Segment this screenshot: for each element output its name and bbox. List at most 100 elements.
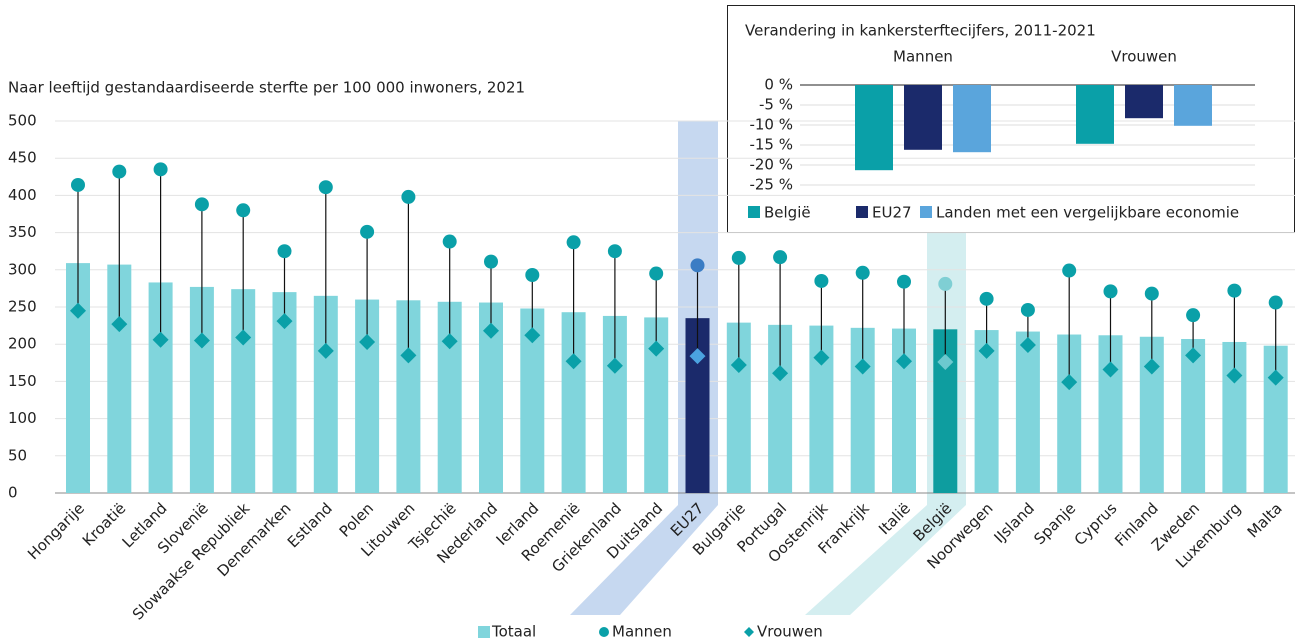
vrouwen-diamond xyxy=(317,342,334,359)
vrouwen-diamond xyxy=(854,358,871,375)
y-tick-label: 0 xyxy=(8,484,18,502)
legend-label: Totaal xyxy=(491,623,536,641)
mannen-dot xyxy=(318,180,333,195)
vrouwen-diamond xyxy=(441,333,458,350)
legend-swatch xyxy=(599,627,609,637)
vrouwen-diamond xyxy=(193,332,210,349)
mannen-dot xyxy=(855,265,870,280)
vrouwen-diamond xyxy=(524,327,541,344)
legend-swatch xyxy=(748,206,760,218)
y-tick-label: 400 xyxy=(8,186,37,204)
vrouwen-diamond xyxy=(648,340,665,357)
mannen-dot xyxy=(236,203,251,218)
bar xyxy=(1015,331,1040,493)
mannen-dot xyxy=(773,250,788,265)
vrouwen-diamond xyxy=(1061,374,1078,391)
legend-swatch xyxy=(856,206,868,218)
vrouwen-diamond xyxy=(1185,347,1202,364)
mannen-dot xyxy=(814,273,829,288)
vrouwen-diamond xyxy=(359,333,376,350)
bar xyxy=(1181,338,1206,493)
y-tick-label: 100 xyxy=(8,409,37,427)
mannen-dot xyxy=(649,266,664,281)
vrouwen-diamond xyxy=(400,347,417,364)
legend-label: EU27 xyxy=(872,204,912,222)
y-tick-label: 450 xyxy=(8,149,37,167)
legend-swatch xyxy=(478,626,490,638)
mannen-dot xyxy=(979,291,994,306)
vrouwen-diamond xyxy=(565,353,582,370)
vrouwen-diamond xyxy=(689,348,706,365)
mannen-dot xyxy=(690,258,705,273)
mannen-dot xyxy=(1227,283,1242,298)
y-axis-label: Naar leeftijd gestandaardiseerde sterfte… xyxy=(8,79,525,97)
x-tick-label: Cyprus xyxy=(1071,499,1121,549)
mannen-dot xyxy=(71,177,85,192)
mannen-dot xyxy=(194,197,209,212)
mannen-dot xyxy=(1062,263,1077,278)
mannen-dot xyxy=(484,254,498,269)
bar xyxy=(1174,85,1212,126)
mannen-dot xyxy=(897,274,911,289)
mannen-dot xyxy=(731,250,746,265)
legend-swatch xyxy=(920,206,932,218)
mannen-dot xyxy=(1268,295,1283,310)
y-tick-label: 350 xyxy=(8,223,37,241)
vrouwen-diamond xyxy=(152,331,169,348)
mannen-dot xyxy=(442,234,457,249)
y-tick-label: 500 xyxy=(8,112,37,130)
mannen-dot xyxy=(938,276,953,291)
vrouwen-diamond xyxy=(235,329,252,346)
vrouwen-diamond xyxy=(813,349,830,366)
vrouwen-diamond xyxy=(730,357,747,374)
x-tick-label: Malta xyxy=(1244,499,1286,541)
vrouwen-diamond xyxy=(937,354,954,371)
bar xyxy=(1076,85,1114,144)
vrouwen-diamond xyxy=(1226,367,1243,384)
bar xyxy=(1125,85,1163,119)
bar xyxy=(855,85,893,171)
x-tick-label: Denemarken xyxy=(214,499,295,580)
x-tick-label: Spanje xyxy=(1030,499,1079,548)
mannen-dot xyxy=(360,224,375,239)
vrouwen-diamond xyxy=(978,342,995,359)
mannen-dot xyxy=(1103,284,1118,299)
mannen-dot xyxy=(112,164,127,179)
mannen-dot xyxy=(1144,286,1159,301)
legend-label: Vrouwen xyxy=(757,623,823,641)
vrouwen-diamond xyxy=(772,365,789,382)
legend-swatch xyxy=(744,627,754,637)
mannen-dot xyxy=(1186,308,1201,323)
legend-label: Landen met een vergelijkbare economie xyxy=(936,204,1239,222)
y-tick-label: 50 xyxy=(8,446,27,464)
x-tick-label: Hongarije xyxy=(24,499,88,563)
vrouwen-diamond xyxy=(1143,358,1160,375)
mannen-dot xyxy=(153,162,168,177)
vrouwen-diamond xyxy=(276,313,293,330)
vrouwen-diamond xyxy=(111,316,128,333)
y-tick-label: 200 xyxy=(8,335,37,353)
bar xyxy=(904,85,942,150)
inset-title: Verandering in kankersterftecijfers, 201… xyxy=(745,22,1096,40)
y-tick-label: 300 xyxy=(8,260,37,278)
mannen-dot xyxy=(607,244,622,259)
mannen-dot xyxy=(277,244,292,259)
y-tick-label: -5 % xyxy=(759,96,793,114)
y-tick-label: -10 % xyxy=(749,116,793,134)
vrouwen-diamond xyxy=(1019,336,1036,353)
vrouwen-diamond xyxy=(606,357,623,374)
vrouwen-diamond xyxy=(1102,361,1119,378)
y-tick-label: 250 xyxy=(8,298,37,316)
group-label: Mannen xyxy=(893,48,953,66)
y-tick-label: -20 % xyxy=(749,156,793,174)
mannen-dot xyxy=(525,268,540,283)
eu27-highlight-band xyxy=(570,121,718,615)
vrouwen-diamond xyxy=(896,353,912,370)
vrouwen-diamond xyxy=(70,302,86,319)
y-tick-label: 150 xyxy=(8,372,37,390)
y-tick-label: -25 % xyxy=(749,176,793,194)
bar xyxy=(953,85,991,153)
group-label: Vrouwen xyxy=(1111,48,1177,66)
mannen-dot xyxy=(401,189,416,204)
